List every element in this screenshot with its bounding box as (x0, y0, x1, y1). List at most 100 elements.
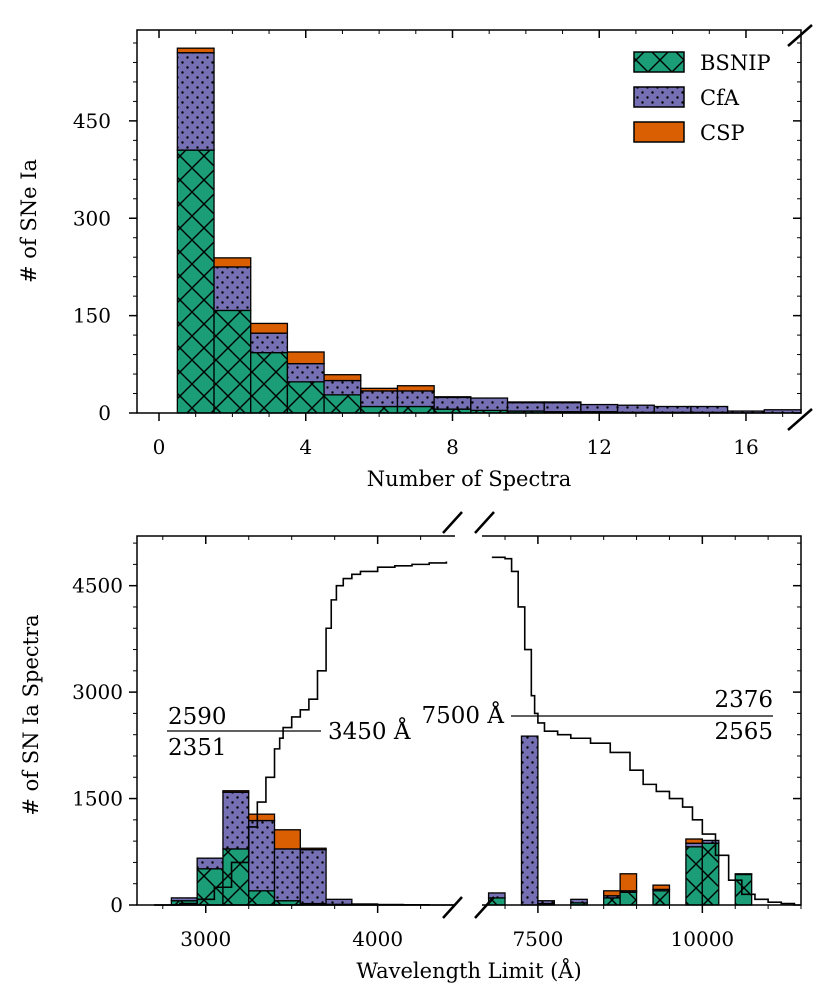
bottom-x-axis-label: Wavelength Limit (Å) (356, 958, 581, 983)
top-bars (176, 47, 802, 414)
top-ytick-label-300: 300 (73, 206, 111, 230)
top-xtick-label-8: 8 (446, 435, 459, 459)
top-bar-csp-5 (323, 374, 362, 382)
top-bar-cfa-6 (360, 390, 399, 408)
top-bar-csp-6 (360, 387, 399, 392)
top-xtick-label-0: 0 (153, 435, 166, 459)
top-bar-csp-11 (543, 401, 582, 404)
legend-swatch-bsnip (633, 51, 685, 73)
top-bar-csp-8 (433, 396, 472, 399)
right-bar-bsnip-8750 (619, 891, 638, 906)
annotation-7500-label: 7500 Å (422, 701, 505, 729)
legend-swatch-csp (633, 121, 685, 143)
top-bar-cfa-8 (433, 396, 472, 410)
bottom-break-marks (442, 511, 495, 919)
right-bar-csp-9750 (685, 838, 703, 844)
top-bar-bsnip-4 (286, 381, 325, 414)
top-bar-csp-10 (506, 401, 545, 404)
left-bar-bsnip-3100 (222, 848, 250, 906)
left-bar-csp-3550 (299, 847, 327, 851)
left-xtick-label-3000: 3000 (180, 927, 231, 951)
top-bar-bsnip-1 (176, 149, 215, 414)
left-cumulative-curve (154, 561, 448, 906)
bottom-right-frame (482, 535, 802, 906)
bottom-left-bars (170, 790, 430, 906)
top-bar-bsnip-5 (323, 394, 362, 414)
top-bar-csp-4 (286, 351, 325, 365)
top-bar-bsnip-3 (250, 351, 289, 414)
top-bar-cfa-13 (616, 404, 655, 414)
top-bar-cfa-5 (323, 379, 362, 396)
top-bar-cfa-11 (543, 401, 582, 413)
left-bar-csp-3400 (273, 829, 301, 850)
top-ytick-label-450: 450 (73, 109, 111, 133)
top-xtick-label-16: 16 (733, 435, 758, 459)
top-bar-cfa-2 (213, 266, 252, 312)
right-bar-cfa-10500 (734, 873, 753, 876)
top-bar-csp-7 (396, 385, 435, 392)
top-plot-frame (136, 29, 802, 414)
top-bar-csp-2 (213, 257, 252, 268)
right-bar-csp-9250 (652, 884, 671, 891)
top-bar-cfa-4 (286, 363, 325, 383)
annotation-7500-above: 2376 (714, 687, 773, 713)
top-bar-bsnip-7 (396, 405, 435, 414)
top-xtick-label-4: 4 (299, 435, 312, 459)
left-xtick-label-4000: 4000 (352, 927, 403, 951)
top-bar-bsnip-6 (360, 405, 399, 414)
top-bar-cfa-3 (250, 332, 289, 354)
bottom-histogram-panel: 3000 4000 7500 10000 0 1500 3000 4500 2590 2351… (19, 511, 802, 983)
top-bar-bsnip-2 (213, 309, 252, 414)
top-bar-cfa-1 (176, 52, 215, 151)
bottom-ytick-label-0: 0 (110, 893, 123, 917)
right-bar-bsnip-10000 (701, 842, 720, 906)
right-bar-cfa-7250 (520, 735, 539, 906)
right-xtick-label-7500: 7500 (512, 927, 563, 951)
right-bar-bsnip-8500 (603, 897, 621, 906)
right-bar-cfa-7500 (537, 900, 556, 905)
right-cumulative-curve (491, 556, 796, 905)
top-bar-cfa-7 (396, 390, 435, 408)
legend-label-csp: CSP (700, 121, 745, 145)
annotation-3450-label: 3450 Å (328, 717, 411, 745)
top-break-marks (787, 24, 813, 431)
right-bar-bsnip-9750 (685, 846, 703, 906)
right-xtick-label-10000: 10000 (671, 927, 735, 951)
bottom-ytick-label-3000: 3000 (72, 680, 123, 704)
right-bar-bsnip-10500 (734, 873, 753, 906)
right-bar-cfa-10000 (701, 839, 720, 844)
legend-swatch-cfa (633, 86, 685, 108)
annotation-3450-above: 2590 (168, 704, 227, 730)
legend-label-bsnip: BSNIP (700, 51, 771, 75)
right-bar-cfa-8000 (570, 898, 588, 904)
bottom-left-frame (136, 535, 455, 906)
left-bar-cfa-3100 (222, 791, 250, 850)
top-bar-csp-3 (250, 322, 289, 334)
left-bar-csp-3250 (248, 813, 276, 822)
top-ytick-label-150: 150 (73, 304, 111, 328)
left-bar-bsnip-3250 (248, 890, 276, 906)
top-bar-cfa-9 (470, 397, 509, 412)
bottom-axis-ticks: 3000 4000 7500 10000 0 1500 3000 4500 (72, 536, 802, 951)
top-xtick-label-12: 12 (587, 435, 612, 459)
annotation-3450: 2590 2351 3450 Å (167, 704, 411, 761)
bottom-ytick-label-1500: 1500 (72, 787, 123, 811)
legend: BSNIP CfA CSP (633, 51, 771, 145)
left-bar-csp-3100 (222, 790, 250, 793)
left-bar-cfa-3700 (325, 898, 353, 905)
annotation-7500: 7500 Å 2376 2565 (422, 687, 773, 745)
right-bar-bsnip-9250 (652, 890, 671, 906)
left-bar-cfa-2950 (196, 857, 224, 870)
top-axis-ticks: 0 4 8 12 16 0 150 300 450 (73, 30, 801, 459)
top-histogram-panel: 0 4 8 12 16 0 150 300 450 BSNIP CfA CSP Number o… (17, 24, 813, 491)
legend-label-cfa: CfA (700, 86, 740, 110)
top-x-axis-label: Number of Spectra (367, 467, 572, 491)
top-bar-cfa-14 (653, 405, 692, 414)
top-ytick-label-0: 0 (98, 401, 111, 425)
bottom-right-bars (487, 735, 753, 906)
top-bar-cfa-12 (580, 403, 619, 413)
top-bar-cfa-10 (506, 401, 545, 412)
left-bar-cfa-3400 (273, 848, 301, 902)
left-bar-cfa-3250 (248, 819, 276, 892)
